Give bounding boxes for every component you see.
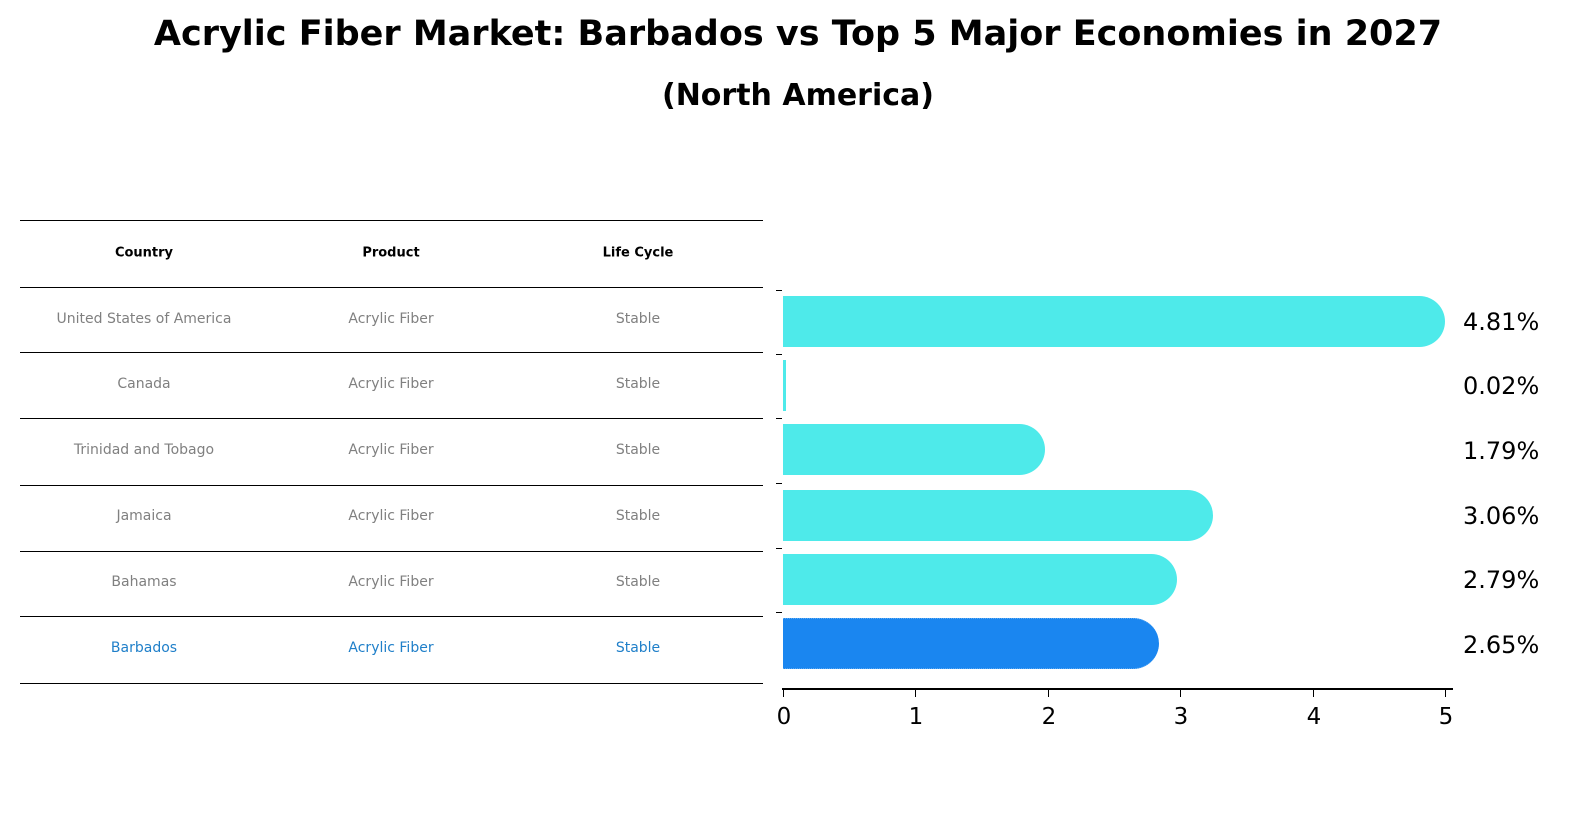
cell-product: Acrylic Fiber	[348, 311, 434, 327]
header-life-cycle: Life Cycle	[602, 245, 674, 261]
bar	[783, 360, 786, 411]
cell-product: Acrylic Fiber	[348, 376, 434, 392]
cell-country: Bahamas	[111, 574, 177, 590]
value-label: 0.02%	[1463, 372, 1540, 400]
table-rule	[20, 551, 763, 552]
table-rule	[20, 220, 763, 221]
x-tick-mark	[1313, 689, 1314, 697]
y-tick-mark	[776, 290, 782, 291]
cell-life-cycle: Stable	[615, 574, 661, 590]
value-label: 2.79%	[1463, 566, 1540, 594]
value-label: 4.81%	[1463, 308, 1540, 336]
cell-product: Acrylic Fiber	[348, 508, 434, 524]
x-tick-mark	[783, 689, 784, 697]
x-tick-label: 0	[776, 704, 792, 730]
cell-product: Acrylic Fiber	[348, 574, 434, 590]
chart-subtitle: (North America)	[661, 78, 934, 113]
x-tick-mark	[915, 689, 916, 697]
y-tick-mark	[776, 612, 782, 613]
table-rule	[20, 616, 763, 617]
bar	[783, 554, 1178, 605]
cell-country: Canada	[117, 376, 171, 392]
value-label: 1.79%	[1463, 437, 1540, 465]
cell-life-cycle: Stable	[615, 376, 661, 392]
bar-highlighted	[783, 618, 1159, 669]
cell-country: Jamaica	[116, 508, 172, 524]
header-country: Country	[114, 245, 174, 261]
y-tick-mark	[776, 418, 782, 419]
cell-product: Acrylic Fiber	[348, 640, 434, 656]
cell-life-cycle: Stable	[615, 508, 661, 524]
cell-country: Barbados	[110, 640, 178, 656]
x-tick-label: 4	[1306, 704, 1322, 730]
table-rule	[20, 418, 763, 419]
x-tick-mark	[1048, 689, 1049, 697]
cell-country: United States of America	[56, 311, 232, 327]
x-tick-label: 5	[1438, 704, 1454, 730]
bar	[783, 490, 1214, 541]
table-rule	[20, 485, 763, 486]
value-label: 3.06%	[1463, 502, 1540, 530]
x-tick-label: 1	[908, 704, 924, 730]
chart-title: Acrylic Fiber Market: Barbados vs Top 5 …	[153, 14, 1443, 54]
x-tick-mark	[1445, 689, 1446, 697]
value-label: 2.65%	[1463, 631, 1540, 659]
y-tick-mark	[776, 483, 782, 484]
cell-country: Trinidad and Tobago	[73, 442, 215, 458]
cell-life-cycle: Stable	[615, 311, 661, 327]
bar	[783, 424, 1045, 475]
header-product: Product	[362, 245, 420, 261]
x-tick-label: 3	[1173, 704, 1189, 730]
y-tick-mark	[776, 354, 782, 355]
table-rule	[20, 352, 763, 353]
cell-product: Acrylic Fiber	[348, 442, 434, 458]
x-tick-label: 2	[1041, 704, 1057, 730]
x-axis-line	[782, 688, 1453, 690]
x-tick-mark	[1180, 689, 1181, 697]
table-rule	[20, 683, 763, 684]
bar	[783, 296, 1445, 347]
cell-life-cycle: Stable	[615, 640, 661, 656]
table-rule	[20, 287, 763, 288]
cell-life-cycle: Stable	[615, 442, 661, 458]
y-tick-mark	[776, 548, 782, 549]
